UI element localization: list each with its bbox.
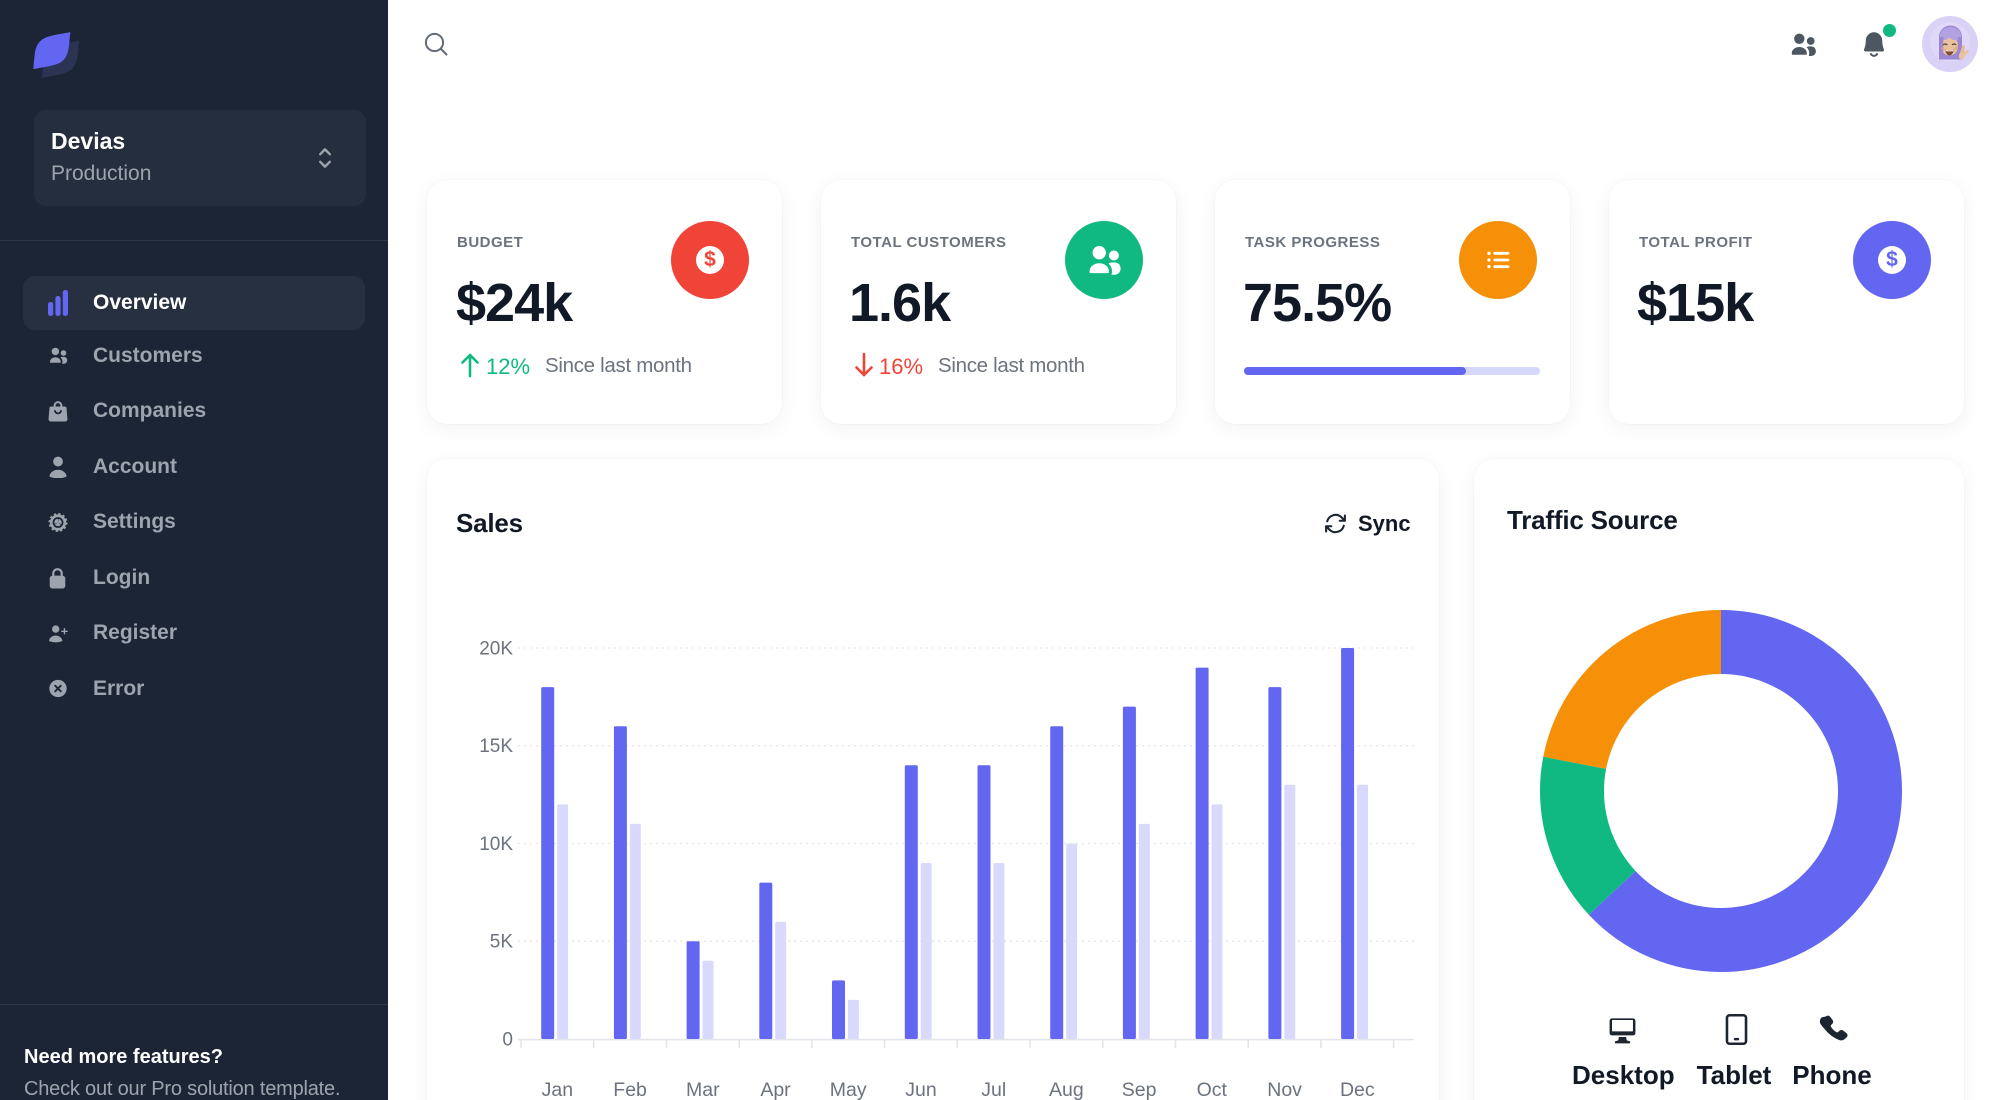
svg-text:Apr: Apr [760,1079,791,1100]
svg-text:Mar: Mar [686,1079,720,1100]
svg-text:5K: 5K [490,932,514,953]
svg-text:Sep: Sep [1122,1079,1157,1100]
svg-text:10K: 10K [479,834,513,855]
svg-text:20K: 20K [479,639,513,660]
svg-text:Jul: Jul [981,1079,1006,1100]
svg-text:Nov: Nov [1267,1079,1302,1100]
svg-text:Jan: Jan [542,1079,573,1100]
svg-text:Feb: Feb [613,1079,647,1100]
svg-text:0: 0 [502,1030,513,1051]
svg-text:Oct: Oct [1197,1079,1228,1100]
svg-text:15K: 15K [479,736,513,757]
svg-text:May: May [830,1079,867,1100]
svg-text:Dec: Dec [1340,1079,1375,1100]
svg-text:Aug: Aug [1049,1079,1084,1100]
svg-text:Jun: Jun [905,1079,936,1100]
